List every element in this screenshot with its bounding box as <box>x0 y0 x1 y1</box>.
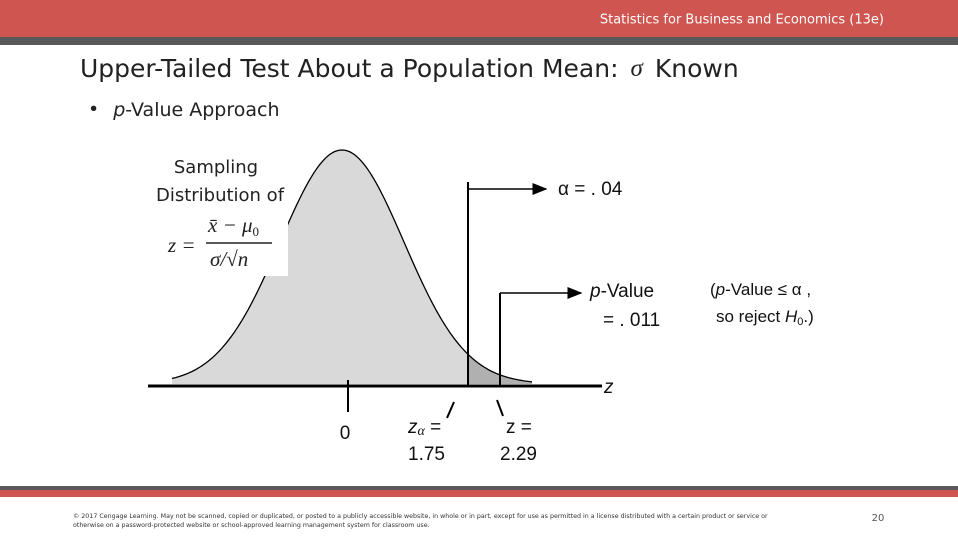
formula-numerator: x̄ − μ0 <box>207 213 259 239</box>
z-stat-label: z = <box>506 417 532 438</box>
curve-outline <box>171 149 533 383</box>
pvalue-number: = . 011 <box>603 310 660 331</box>
caption: Distribution of <box>156 185 285 206</box>
tick <box>446 401 455 419</box>
copyright: otherwise on a password-protected websit… <box>73 522 430 529</box>
z-stat-value: 2.29 <box>500 444 537 465</box>
slide-title: Upper-Tailed Test About a Population Mea… <box>80 54 739 83</box>
decision: (p-Value ≤ α , <box>710 280 811 299</box>
header-bar <box>0 0 958 37</box>
rejection-region <box>468 354 532 384</box>
copyright: © 2017 Cengage Learning. May not be scan… <box>73 512 768 520</box>
footer-rule <box>0 486 958 490</box>
formula: z = x̄ − μ0 σ/√n <box>167 213 272 271</box>
z-alpha-label: zα = <box>407 417 441 439</box>
footer-bar <box>0 490 958 497</box>
bullet: • p-Value Approach <box>88 99 280 121</box>
curve-body <box>172 150 468 384</box>
decision: so reject H0.) <box>716 307 814 327</box>
course-name: Statistics for Business and Economics (1… <box>600 13 884 28</box>
formula-denominator: σ/√n <box>210 247 248 271</box>
header-rule <box>0 37 958 45</box>
caption-box <box>146 152 288 276</box>
normal-curve <box>171 149 533 384</box>
caption: Sampling <box>174 157 258 178</box>
zero-label: 0 <box>340 423 351 444</box>
page-number: 20 <box>872 513 885 524</box>
formula-lhs: z = <box>167 233 196 257</box>
alpha-label: α = . 04 <box>558 179 623 200</box>
pvalue-label: p-Value <box>589 281 654 302</box>
axis-label: z <box>603 377 614 398</box>
z-alpha-value: 1.75 <box>408 444 445 465</box>
tick <box>496 399 504 417</box>
